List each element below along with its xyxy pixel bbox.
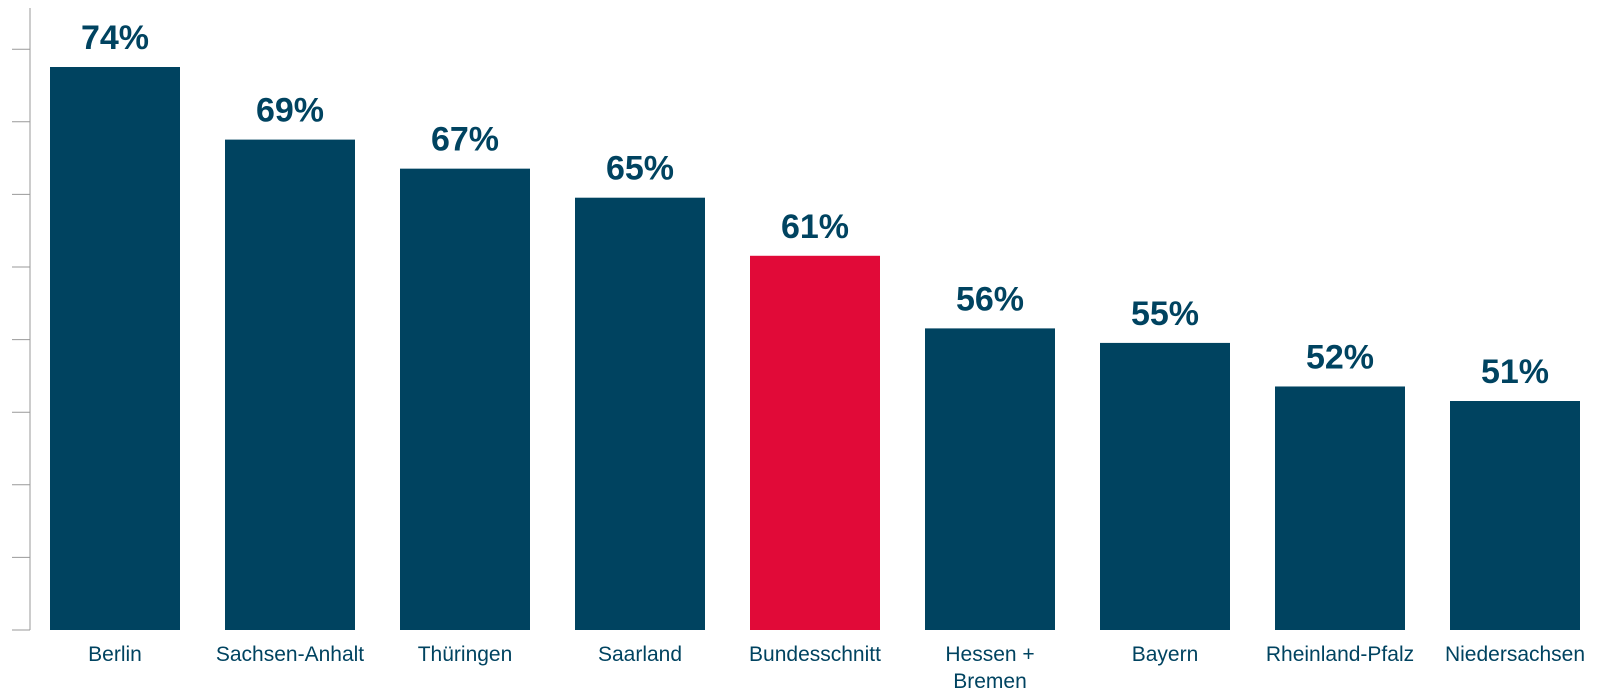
category-label: Niedersachsen [1445, 643, 1585, 666]
category-label: Thüringen [418, 643, 513, 666]
category-label: Berlin [88, 643, 142, 666]
value-label: 67% [431, 121, 499, 159]
category-label: Bundesschnitt [749, 643, 881, 666]
value-label: 52% [1306, 338, 1374, 376]
bar-saarland [575, 197, 705, 630]
value-label: 74% [81, 19, 149, 57]
category-labels: Berlin Sachsen-Anhalt Thüringen Saarland Bun… [88, 643, 1585, 691]
bar-sachsen-anhalt [225, 139, 355, 630]
category-label: Hessen + Bremen [945, 643, 1034, 691]
value-label: 51% [1481, 353, 1549, 391]
value-label: 69% [256, 92, 324, 130]
category-label: Rheinland-Pfalz [1266, 643, 1414, 666]
bars [50, 67, 1580, 631]
y-axis [12, 8, 31, 631]
value-labels: 74% 69% 67% 65% 61% 56% 55% 52% 51% [81, 19, 1549, 391]
value-label: 55% [1131, 295, 1199, 333]
value-label: 61% [781, 208, 849, 246]
value-label: 65% [606, 150, 674, 188]
category-label: Sachsen-Anhalt [216, 643, 364, 666]
bar-bundesschnitt [750, 255, 880, 631]
category-label: Saarland [598, 643, 682, 666]
bar-niedersachsen [1450, 401, 1580, 630]
value-label: 56% [956, 280, 1024, 318]
bar-bayern [1100, 342, 1230, 630]
category-label: Bayern [1132, 643, 1199, 666]
bar-berlin [50, 67, 180, 630]
bar-hessen-bremen [925, 328, 1055, 630]
bar-rheinland-pfalz [1275, 386, 1405, 630]
bar-thüringen [400, 168, 530, 631]
